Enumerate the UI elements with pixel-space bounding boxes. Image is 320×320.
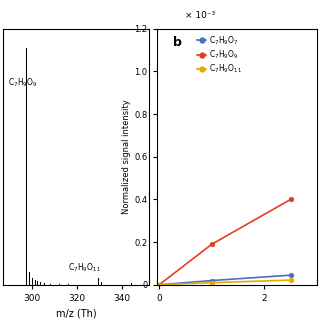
Text: $\mathregular{C_7H_9O_9}$: $\mathregular{C_7H_9O_9}$ [8,76,37,89]
Line: C$_7$H$_9$O$_7$: C$_7$H$_9$O$_7$ [157,273,293,287]
Text: b: b [172,36,181,50]
X-axis label: m/z (Th): m/z (Th) [56,308,96,318]
Legend: $\mathregular{C_7H_9O_7}$, $\mathregular{C_7H_9O_9}$, $\mathregular{C_7H_9O_{11}: $\mathregular{C_7H_9O_7}$, $\mathregular… [196,33,243,77]
Line: C$_7$H$_9$O$_{11}$: C$_7$H$_9$O$_{11}$ [157,278,293,287]
Text: × 10⁻³: × 10⁻³ [185,11,216,20]
C$_7$H$_9$O$_7$ [289,273,292,277]
C$_7$H$_9$O$_{11}$ [157,283,161,287]
C$_7$H$_9$O$_{11}$ [289,278,292,282]
C$_7$H$_9$O$_{11}$ [210,281,214,284]
Text: $\mathregular{C_7H_9O_{11}}$: $\mathregular{C_7H_9O_{11}}$ [68,261,101,274]
C$_7$H$_9$O$_7$ [210,279,214,283]
C$_7$H$_9$O$_9$ [157,283,161,287]
C$_7$H$_9$O$_9$ [289,197,292,201]
C$_7$H$_9$O$_7$ [157,283,161,287]
C$_7$H$_9$O$_9$ [210,242,214,246]
Y-axis label: Normalized signal intensity: Normalized signal intensity [123,100,132,214]
Line: C$_7$H$_9$O$_9$: C$_7$H$_9$O$_9$ [157,197,293,287]
